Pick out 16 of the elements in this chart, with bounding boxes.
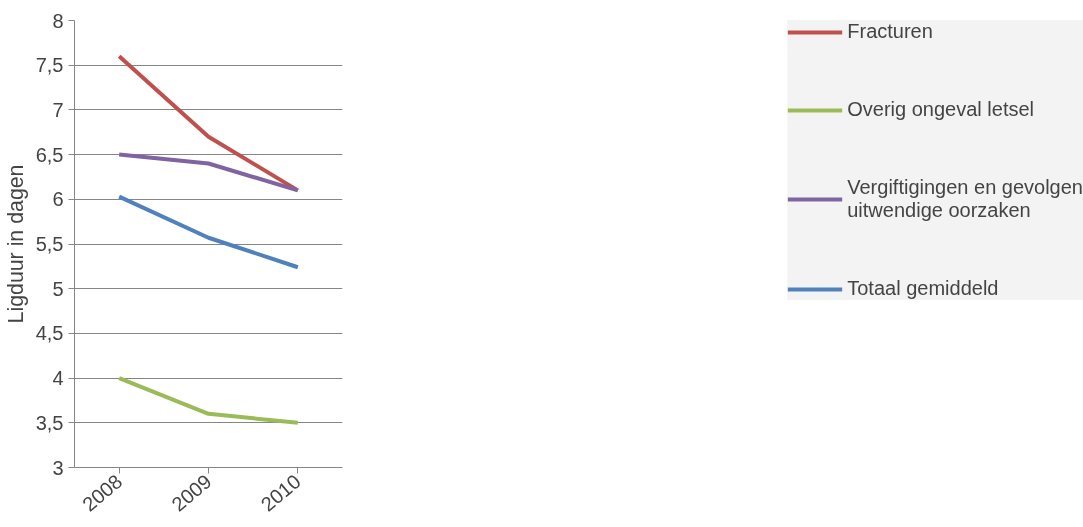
y-axis-title: Ligduur in dagen	[3, 164, 28, 324]
y-tick-label: 3	[52, 456, 64, 479]
legend-label: Fracturen	[847, 20, 933, 43]
legend-label: Totaal gemiddeld	[847, 277, 999, 300]
y-tick-label: 8	[52, 9, 64, 32]
y-tick-label: 6,5	[35, 143, 64, 166]
y-tick-label: 4,5	[35, 322, 64, 345]
y-tick-label: 5	[52, 277, 64, 300]
y-tick-label: 3,5	[35, 411, 64, 434]
y-tick-label: 4	[52, 367, 64, 390]
y-tick-label: 7	[52, 98, 64, 121]
y-tick-label: 7,5	[35, 54, 64, 77]
legend-label: Overig ongeval letsel	[847, 98, 1035, 121]
legend-label: Vergiftigingen en gevolgen uitwendige oorzaken	[847, 176, 1083, 222]
y-tick-label: 5,5	[35, 233, 64, 255]
y-tick-label: 6	[52, 188, 64, 211]
